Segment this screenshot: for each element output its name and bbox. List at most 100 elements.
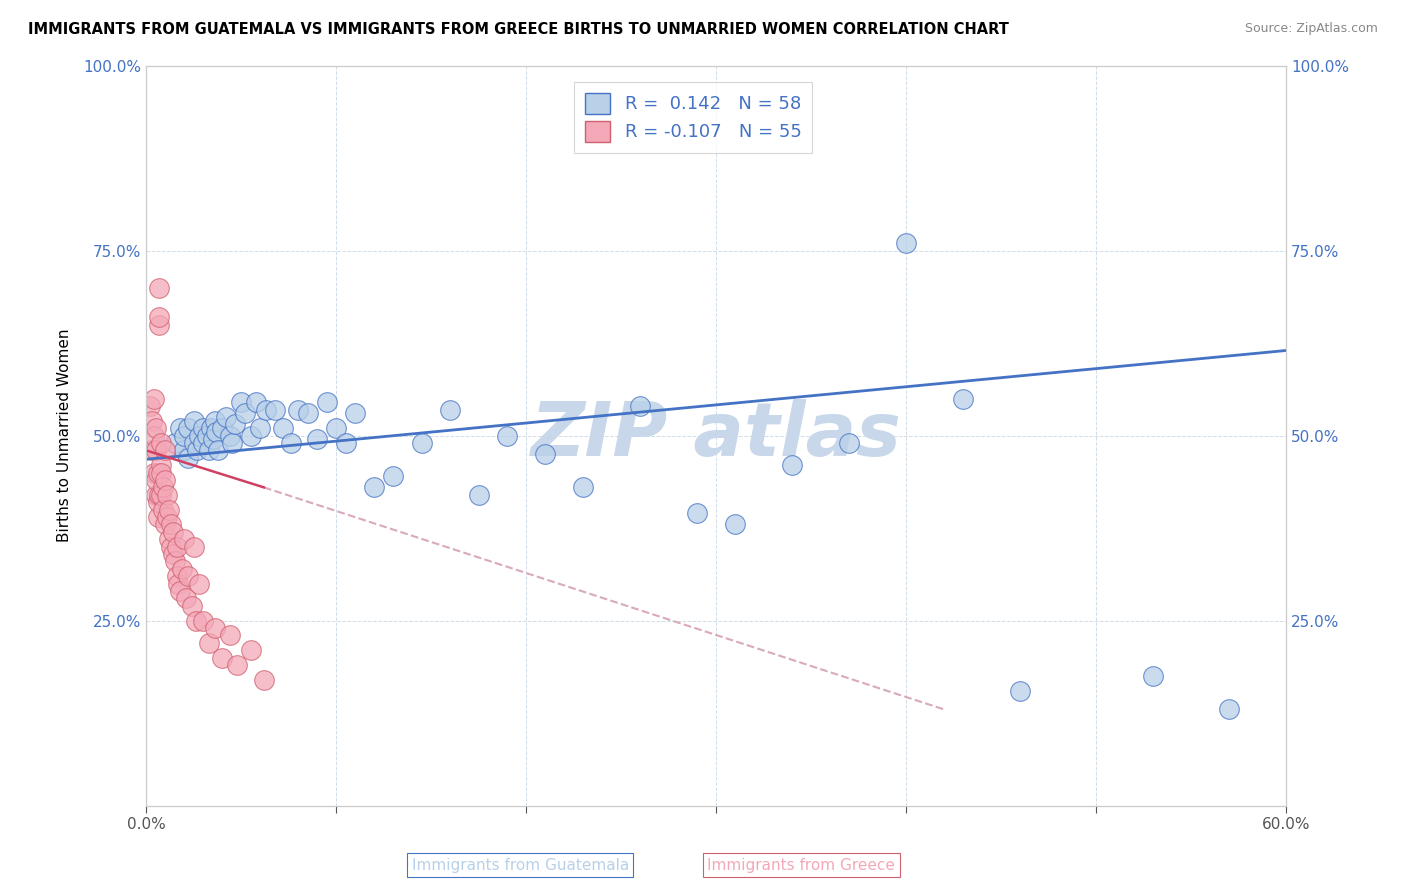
Point — [153, 473, 176, 487]
Point — [245, 395, 267, 409]
Point — [467, 488, 489, 502]
Point — [253, 673, 276, 687]
Point — [382, 469, 405, 483]
Point — [297, 406, 319, 420]
Point — [188, 576, 211, 591]
Point — [141, 443, 163, 458]
Point — [152, 480, 174, 494]
Point — [150, 488, 173, 502]
Point — [211, 421, 233, 435]
Point — [172, 562, 194, 576]
Legend: R =  0.142   N = 58, R = -0.107   N = 55: R = 0.142 N = 58, R = -0.107 N = 55 — [574, 82, 813, 153]
Point — [218, 628, 240, 642]
Point — [215, 410, 238, 425]
Text: Immigrants from Guatemala: Immigrants from Guatemala — [412, 858, 628, 872]
Point — [173, 443, 195, 458]
Point — [186, 443, 208, 458]
Point — [142, 392, 165, 406]
Point — [142, 466, 165, 480]
Point — [325, 421, 347, 435]
Point — [163, 436, 186, 450]
Text: Immigrants from Greece: Immigrants from Greece — [707, 858, 896, 872]
Point — [686, 506, 709, 520]
Point — [160, 517, 183, 532]
Point — [724, 517, 747, 532]
Point — [169, 421, 191, 435]
Point — [231, 395, 253, 409]
Point — [496, 428, 519, 442]
Point — [166, 540, 188, 554]
Point — [191, 614, 214, 628]
Point — [1218, 702, 1240, 716]
Point — [162, 547, 184, 561]
Point — [139, 399, 162, 413]
Point — [287, 402, 309, 417]
Point — [249, 421, 271, 435]
Point — [188, 428, 211, 442]
Point — [146, 495, 169, 509]
Point — [218, 428, 240, 442]
Point — [153, 443, 176, 458]
Point — [205, 425, 228, 439]
Point — [207, 443, 229, 458]
Point — [315, 395, 337, 409]
Point — [233, 406, 256, 420]
Point — [1008, 684, 1031, 698]
Point — [204, 621, 226, 635]
Point — [166, 569, 188, 583]
Point — [157, 532, 180, 546]
Point — [271, 421, 294, 435]
Point — [894, 236, 917, 251]
Point — [239, 428, 262, 442]
Point — [145, 443, 167, 458]
Point — [173, 532, 195, 546]
Point — [180, 599, 202, 613]
Point — [572, 480, 595, 494]
Point — [191, 421, 214, 435]
Point — [156, 488, 179, 502]
Point — [146, 466, 169, 480]
Point — [226, 658, 249, 673]
Point — [146, 510, 169, 524]
Point — [167, 576, 190, 591]
Point — [150, 436, 173, 450]
Point — [153, 517, 176, 532]
Point — [163, 554, 186, 568]
Point — [177, 421, 200, 435]
Point — [344, 406, 367, 420]
Point — [145, 421, 167, 435]
Point — [150, 466, 173, 480]
Point — [177, 569, 200, 583]
Point — [280, 436, 302, 450]
Point — [254, 402, 277, 417]
Point — [200, 421, 222, 435]
Point — [148, 318, 170, 332]
Point — [150, 458, 173, 473]
Point — [221, 436, 243, 450]
Point — [183, 414, 205, 428]
Point — [439, 402, 461, 417]
Point — [148, 310, 170, 325]
Point — [838, 436, 860, 450]
Point — [174, 591, 197, 606]
Point — [628, 399, 651, 413]
Point — [148, 280, 170, 294]
Text: Source: ZipAtlas.com: Source: ZipAtlas.com — [1244, 22, 1378, 36]
Point — [177, 450, 200, 465]
Text: IMMIGRANTS FROM GUATEMALA VS IMMIGRANTS FROM GREECE BIRTHS TO UNMARRIED WOMEN CO: IMMIGRANTS FROM GUATEMALA VS IMMIGRANTS … — [28, 22, 1010, 37]
Y-axis label: Births to Unmarried Women: Births to Unmarried Women — [58, 329, 72, 542]
Point — [142, 428, 165, 442]
Point — [162, 524, 184, 539]
Point — [184, 614, 207, 628]
Point — [534, 447, 557, 461]
Point — [363, 480, 385, 494]
Text: ZIP atlas: ZIP atlas — [530, 399, 901, 472]
Point — [157, 502, 180, 516]
Point — [264, 402, 287, 417]
Point — [198, 443, 221, 458]
Point — [145, 488, 167, 502]
Point — [195, 428, 218, 442]
Point — [204, 414, 226, 428]
Point — [201, 432, 224, 446]
Point — [335, 436, 357, 450]
